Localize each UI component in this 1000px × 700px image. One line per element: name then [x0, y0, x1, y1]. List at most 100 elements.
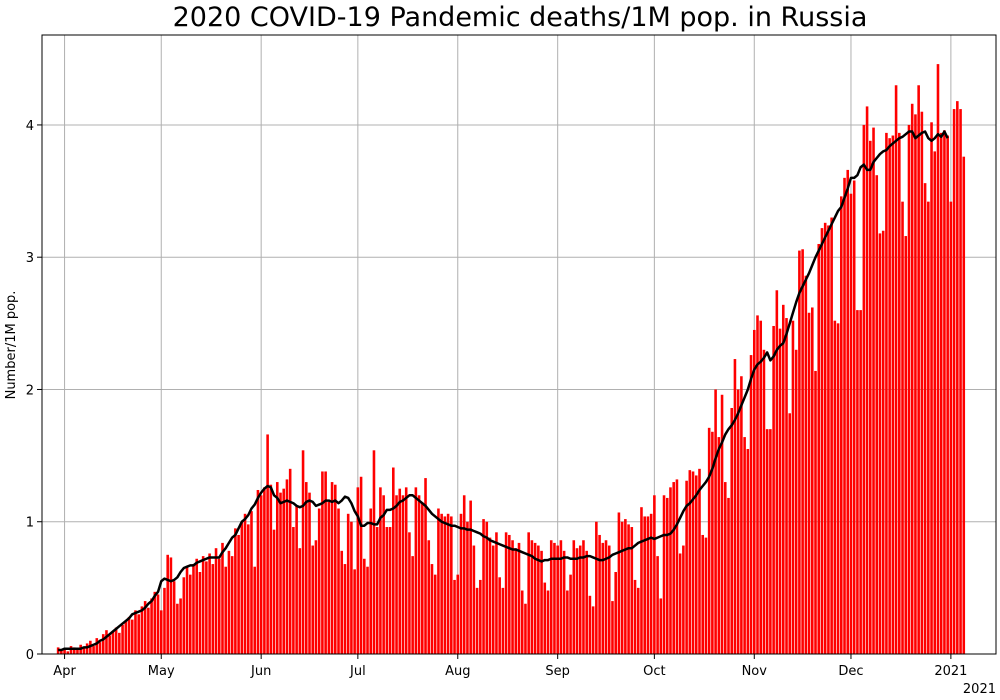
- bar: [224, 566, 227, 654]
- bar: [317, 508, 321, 654]
- bar: [92, 646, 95, 654]
- bar: [601, 542, 605, 654]
- bar: [237, 534, 240, 654]
- bar: [298, 548, 302, 654]
- bar: [137, 614, 140, 654]
- bar: [221, 542, 224, 654]
- bar: [243, 513, 247, 654]
- bar: [372, 450, 376, 654]
- line-series: [58, 130, 949, 652]
- bar: [385, 527, 389, 654]
- bar: [920, 111, 924, 654]
- bar: [217, 558, 221, 654]
- bar: [682, 545, 685, 654]
- y-tick-label: 1: [26, 516, 34, 531]
- bar: [636, 587, 640, 654]
- bar: [430, 564, 434, 654]
- bar: [578, 545, 582, 654]
- bar: [192, 564, 195, 654]
- bar: [472, 545, 476, 654]
- bar: [250, 511, 253, 654]
- bar: [752, 329, 756, 654]
- y-tick-label: 3: [26, 251, 34, 266]
- bar: [733, 359, 737, 654]
- bar: [881, 230, 885, 654]
- bar: [952, 109, 956, 654]
- bar: [772, 325, 775, 654]
- bar: [269, 484, 273, 654]
- bar: [63, 648, 66, 654]
- bar: [227, 550, 231, 654]
- bar-series: [56, 64, 966, 655]
- bar: [794, 349, 798, 654]
- bar: [143, 601, 147, 654]
- bar: [356, 487, 360, 654]
- y-axis: 0 1 2 3 4: [26, 119, 42, 663]
- bar: [414, 487, 418, 654]
- bar: [140, 606, 144, 654]
- bar: [730, 407, 734, 654]
- plot-frame: [41, 34, 997, 655]
- bar: [827, 225, 830, 654]
- bar: [398, 488, 402, 654]
- bar: [285, 479, 289, 654]
- bar: [330, 482, 334, 654]
- bar: [462, 495, 466, 654]
- bar: [856, 310, 859, 654]
- bar: [495, 532, 498, 654]
- bar: [411, 556, 414, 654]
- bar: [166, 554, 169, 654]
- bar: [311, 545, 315, 654]
- chart-title: 2020 COVID-19 Pandemic deaths/1M pop. in…: [173, 2, 868, 33]
- bar: [127, 616, 131, 654]
- bar: [604, 540, 608, 654]
- bar: [433, 574, 437, 654]
- bar: [740, 376, 743, 654]
- bar: [904, 236, 908, 655]
- bar: [624, 519, 627, 654]
- bar: [585, 550, 588, 654]
- bar: [369, 508, 373, 654]
- bar: [533, 542, 537, 654]
- x-tick-label: Jun: [250, 664, 271, 679]
- bar: [817, 243, 821, 655]
- bar: [669, 487, 672, 654]
- bar: [340, 550, 344, 654]
- bar: [69, 646, 73, 654]
- bar: [424, 478, 427, 654]
- bar: [334, 484, 337, 654]
- bar: [562, 550, 566, 654]
- bar: [182, 577, 186, 654]
- bar: [240, 521, 244, 654]
- bar: [946, 135, 949, 654]
- bar: [147, 607, 150, 654]
- bar: [572, 540, 576, 654]
- bar: [930, 122, 933, 655]
- bar: [234, 528, 237, 654]
- x-tick-label: Jul: [349, 664, 366, 679]
- bar: [295, 505, 298, 654]
- bar: [279, 492, 282, 654]
- bar: [501, 587, 505, 654]
- bar: [95, 638, 99, 654]
- bar: [611, 601, 614, 654]
- bar: [156, 594, 160, 654]
- bar: [865, 106, 869, 655]
- bar: [450, 516, 453, 654]
- bar: [301, 450, 305, 654]
- bar: [211, 564, 215, 654]
- bar: [807, 312, 811, 654]
- bar: [456, 574, 460, 654]
- bar: [491, 545, 495, 654]
- bar: [404, 487, 408, 654]
- bar: [917, 85, 920, 654]
- bar: [214, 548, 218, 654]
- bar: [775, 290, 779, 654]
- bar: [475, 587, 479, 654]
- bar: [343, 564, 347, 654]
- x-tick-label: Dec: [838, 664, 863, 679]
- bar: [894, 85, 898, 654]
- bar: [259, 495, 263, 654]
- bar: [327, 501, 331, 654]
- bar: [804, 275, 808, 654]
